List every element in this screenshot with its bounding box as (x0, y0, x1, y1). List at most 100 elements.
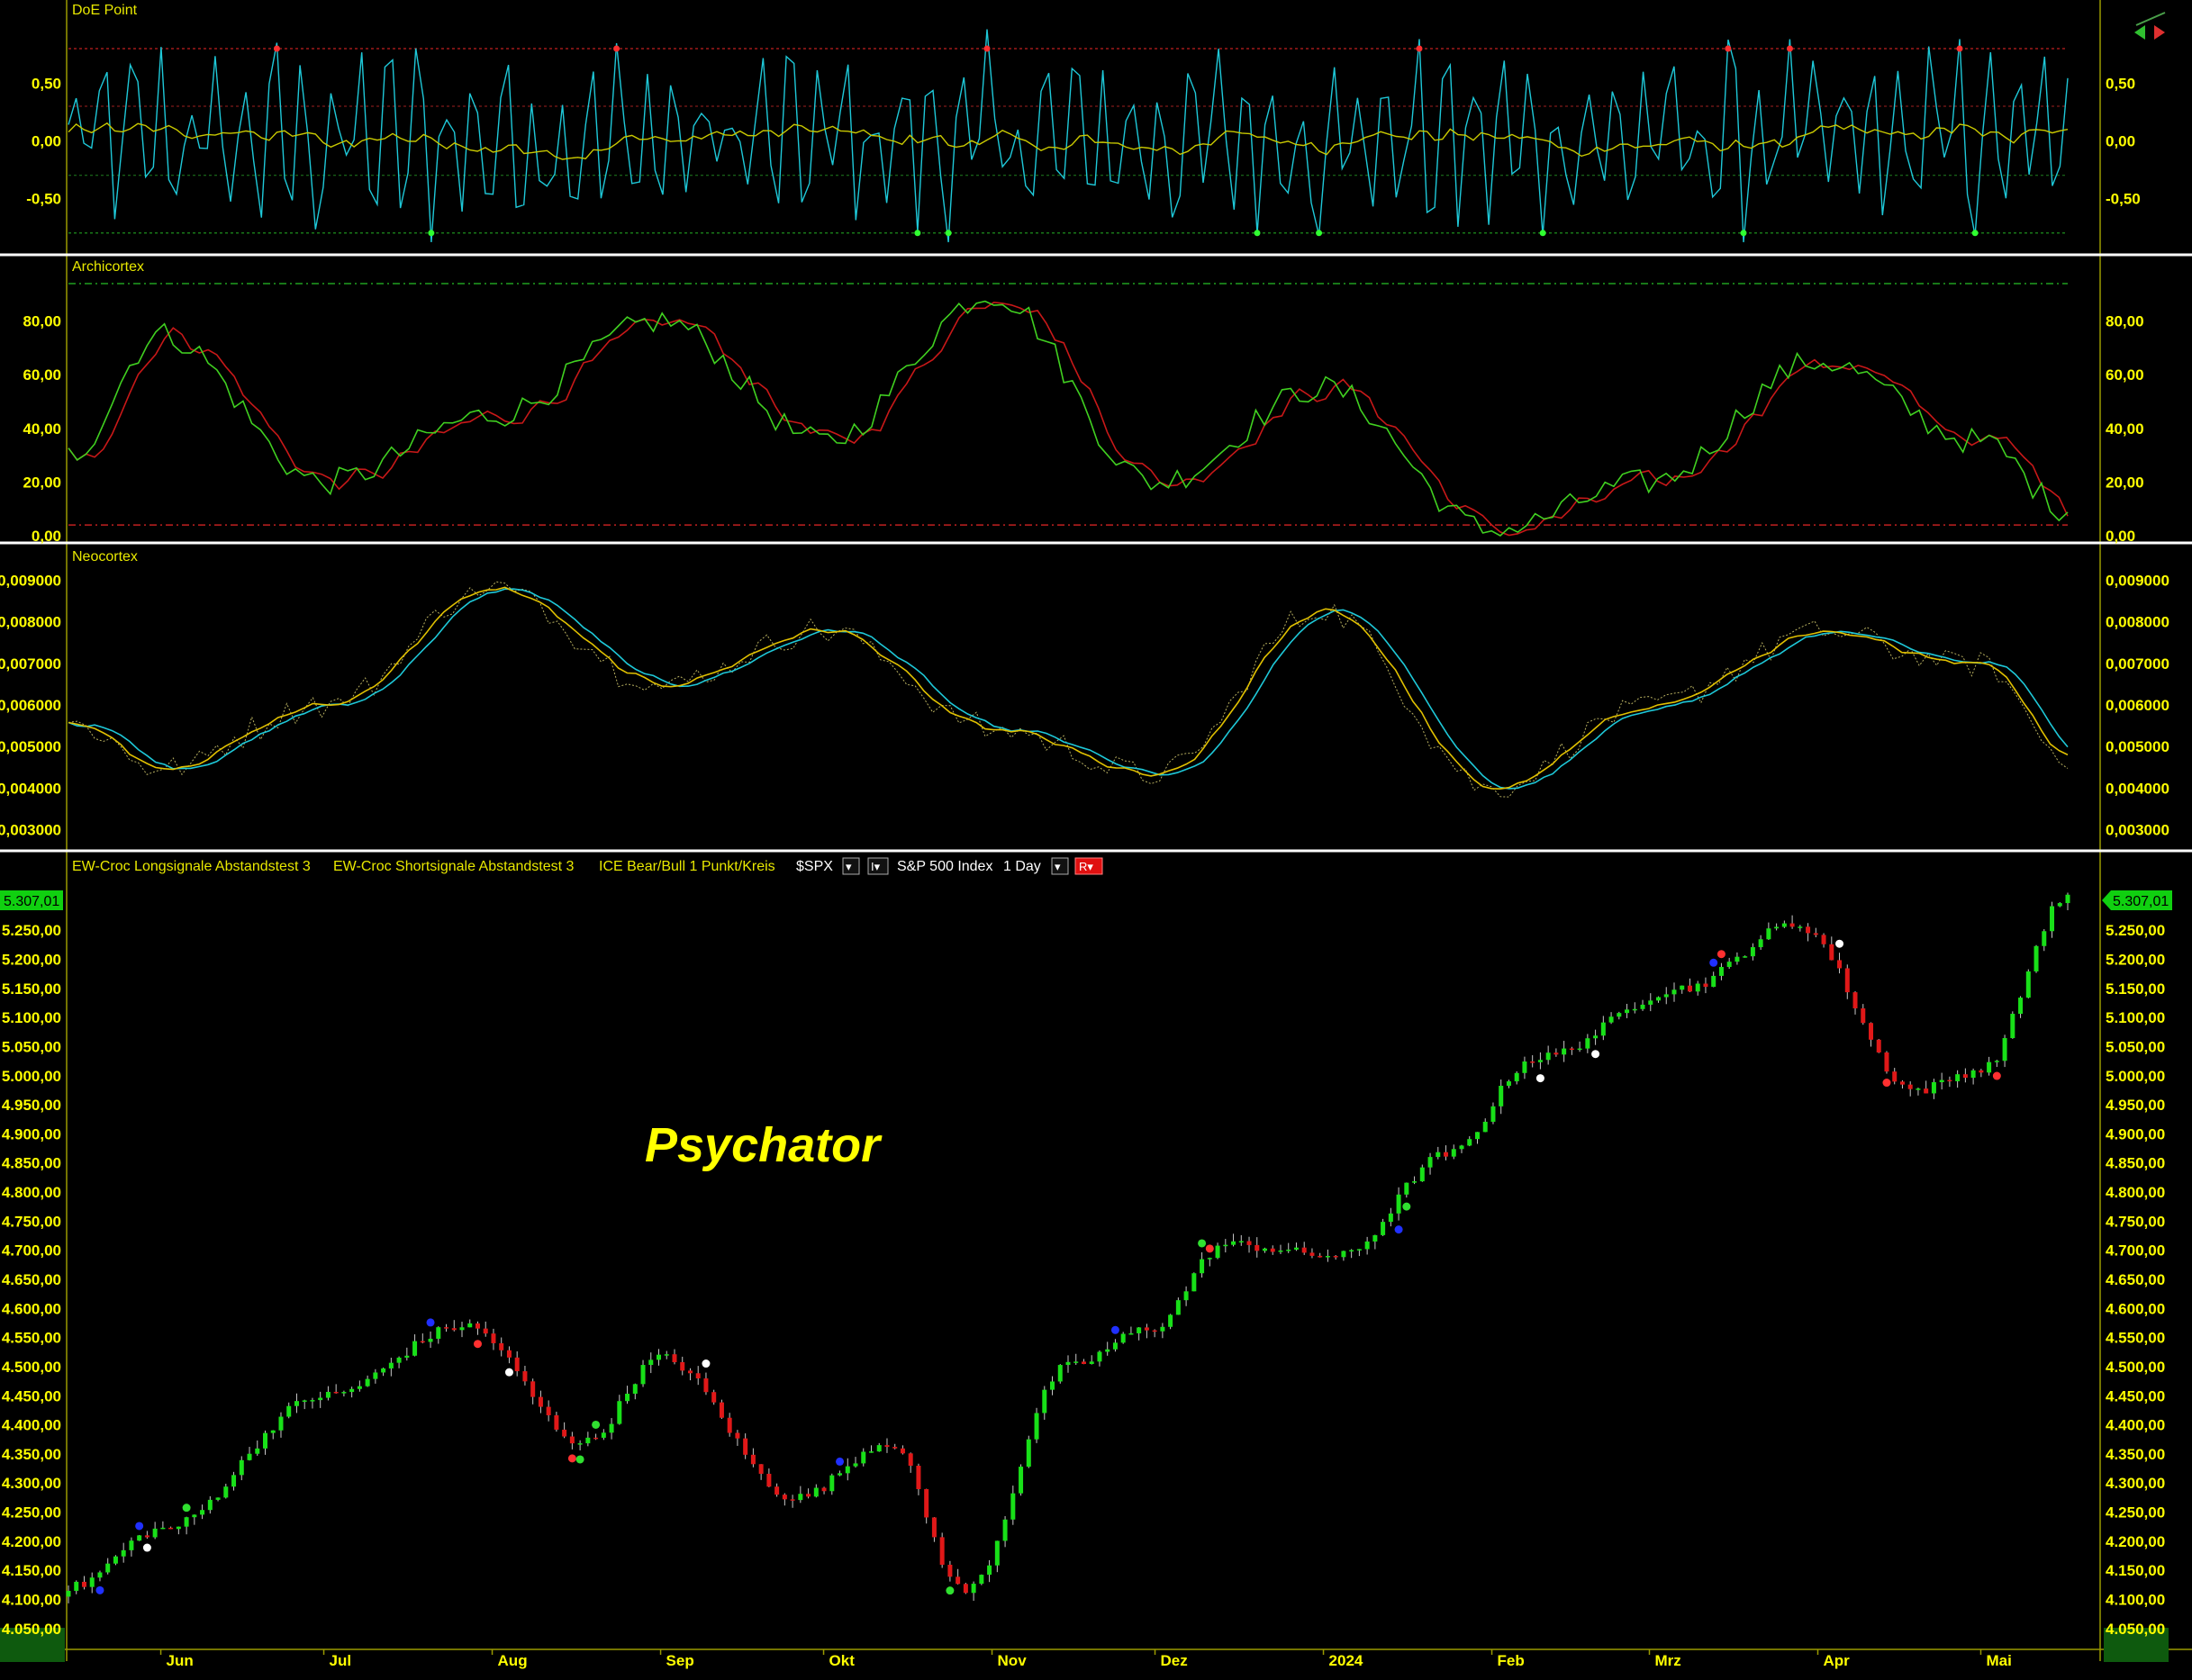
candle-up (1640, 1004, 1645, 1009)
candle-down (420, 1341, 425, 1343)
y-tick-label-left: -0,50 (26, 190, 61, 207)
candle-up (1293, 1247, 1299, 1250)
candle-up (1758, 939, 1763, 948)
scroll-arrows-icon[interactable] (2134, 12, 2166, 40)
candle-up (2025, 971, 2031, 998)
y-tick-label-left: 80,00 (23, 313, 61, 330)
candle-up (648, 1359, 654, 1366)
candle-up (813, 1487, 819, 1497)
candle-up (1238, 1241, 1244, 1243)
symbol-dropdown-button[interactable]: ▾ (842, 857, 860, 875)
interval-dropdown-button[interactable]: ▾ (1051, 857, 1069, 875)
candle-down (1318, 1255, 1323, 1258)
candle-up (1955, 1074, 1961, 1081)
refresh-dropdown-button[interactable]: R▾ (1074, 857, 1103, 875)
candle-up (1608, 1016, 1614, 1023)
candle-down (1703, 983, 1708, 988)
candle-up (2002, 1038, 2007, 1061)
candle-up (1545, 1052, 1551, 1061)
candle-up (286, 1405, 292, 1417)
candle-up (278, 1416, 284, 1431)
candle-up (2057, 903, 2062, 907)
candle-up (1065, 1361, 1071, 1366)
doe-oscillator-line (68, 29, 2069, 243)
candle-up (1514, 1072, 1519, 1082)
svg-text:5.307,01: 5.307,01 (4, 894, 59, 909)
candle-down (900, 1448, 905, 1454)
candle-up (994, 1540, 1000, 1566)
signal-marker (473, 1340, 482, 1349)
signal-marker (836, 1457, 845, 1466)
candle-down (1789, 923, 1795, 927)
candle-up (247, 1453, 252, 1460)
candle-up (318, 1397, 323, 1401)
candle-up (207, 1499, 213, 1511)
y-tick-label-left: 40,00 (23, 420, 61, 438)
x-month-label: 2024 (1329, 1652, 1363, 1669)
candle-up (664, 1354, 669, 1356)
candle-down (333, 1391, 339, 1394)
signal-marker (182, 1504, 191, 1513)
y-tick-label-right: 4.250,00 (2106, 1504, 2165, 1522)
y-tick-label-left: 4.050,00 (2, 1621, 61, 1638)
neocortex-lines (68, 581, 2069, 798)
bar-type-icon: I▾ (871, 860, 881, 873)
study-label-short[interactable]: EW-Croc Shortsignale Abstandstest 3 (333, 859, 574, 874)
candle-down (790, 1499, 795, 1501)
interval-label[interactable]: 1 Day (1003, 859, 1041, 874)
y-tick-label-right: 5.000,00 (2106, 1068, 2165, 1085)
study-label-long[interactable]: EW-Croc Longsignale Abstandstest 3 (72, 859, 311, 874)
candle-up (97, 1572, 103, 1578)
candle-down (916, 1465, 921, 1489)
y-tick-label-right: 4.550,00 (2106, 1330, 2165, 1347)
candle-up (1970, 1070, 1976, 1079)
x-month-label: Sep (666, 1652, 694, 1669)
y-tick-label-right: 40,00 (2106, 420, 2144, 438)
price-header: EW-Croc Longsignale Abstandstest 3 EW-Cr… (72, 857, 1103, 875)
candle-up (1191, 1273, 1197, 1292)
y-tick-label-left: 0,009000 (0, 572, 61, 589)
candle-down (1829, 944, 1834, 961)
y-tick-label-right: 5.100,00 (2106, 1009, 2165, 1026)
y-tick-label-right: 60,00 (2106, 366, 2144, 384)
candle-up (1490, 1106, 1496, 1122)
candle-up (349, 1388, 355, 1393)
doe-sell-signal-dot (273, 45, 280, 52)
candle-up (632, 1384, 638, 1395)
y-tick-label-right: 4.750,00 (2106, 1213, 2165, 1230)
y-tick-label-right: 20,00 (2106, 474, 2144, 491)
x-month-label: Jul (330, 1652, 352, 1669)
doe-buy-signal-dot (428, 230, 435, 237)
candle-up (1263, 1248, 1268, 1251)
signal-marker (1402, 1202, 1411, 1211)
y-tick-label-left: 4.100,00 (2, 1592, 61, 1609)
candle-up (617, 1401, 622, 1424)
x-month-label: Jun (167, 1652, 194, 1669)
candle-up (1474, 1132, 1480, 1140)
candle-up (1160, 1326, 1165, 1332)
candle-down (892, 1447, 898, 1449)
candle-up (1207, 1258, 1212, 1260)
candle-up (200, 1510, 205, 1515)
doe-sell-signal-dot (613, 45, 620, 52)
candle-down (1270, 1248, 1275, 1252)
signal-marker (567, 1454, 576, 1463)
y-tick-label-left: 0,005000 (0, 738, 61, 755)
neocortex-yellow-line (68, 586, 2069, 790)
candle-up (1617, 1013, 1622, 1017)
candle-down (483, 1328, 488, 1334)
candle-down (758, 1464, 764, 1474)
candle-up (1774, 926, 1780, 929)
candle-up (1593, 1035, 1599, 1039)
y-tick-label-left: 0,004000 (0, 780, 61, 797)
symbol-label[interactable]: $SPX (796, 859, 833, 874)
candle-up (1175, 1300, 1181, 1315)
candle-up (1939, 1079, 1944, 1083)
candle-down (963, 1584, 968, 1594)
y-tick-label-right: 0,004000 (2106, 780, 2169, 797)
candle-up (381, 1368, 386, 1373)
candle-up (1325, 1256, 1330, 1258)
bar-type-dropdown-button[interactable]: I▾ (867, 857, 889, 875)
study-label-ice[interactable]: ICE Bear/Bull 1 Punkt/Kreis (599, 859, 775, 874)
candle-up (829, 1475, 835, 1492)
